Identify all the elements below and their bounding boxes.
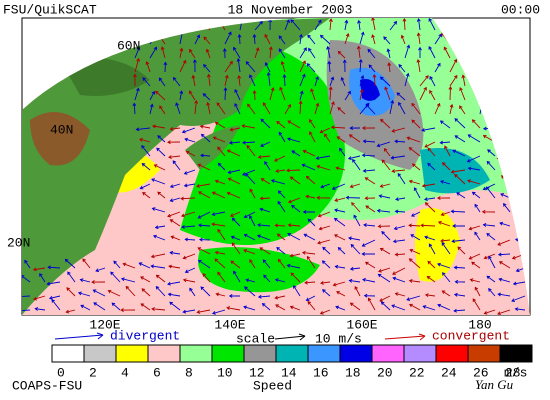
colorbar-tick-label: 18	[345, 365, 361, 380]
convergent-arrow	[385, 336, 425, 339]
colorbar-swatch	[84, 345, 116, 362]
colorbar-swatch	[148, 345, 180, 362]
colorbar-swatch	[180, 345, 212, 362]
arrow-head	[419, 334, 425, 340]
colorbar-swatch	[116, 345, 148, 362]
colorbar-tick-label: 24	[441, 365, 457, 380]
legend: divergent scale 10 m/s convergent	[55, 328, 510, 346]
colorbar-tick-label: 16	[313, 365, 329, 380]
footer-left: COAPS-FSU	[12, 378, 82, 393]
lon-label: 140E	[214, 317, 245, 332]
colorbar: 0246810121416182022242628m/sSpeed	[52, 345, 532, 393]
lat-label: 60N	[117, 38, 140, 53]
colorbar-tick-label: 10	[217, 365, 233, 380]
colorbar-tick-label: 22	[409, 365, 425, 380]
colorbar-swatch	[276, 345, 308, 362]
colorbar-swatch	[500, 345, 532, 362]
colorbar-tick-label: 20	[377, 365, 393, 380]
colorbar-swatch	[436, 345, 468, 362]
colorbar-swatch	[52, 345, 84, 362]
convergent-label: convergent	[432, 328, 510, 343]
lat-label: 40N	[50, 122, 73, 137]
header-time: 00:00	[501, 2, 540, 17]
colorbar-swatch	[468, 345, 500, 362]
colorbar-tick-label: 6	[153, 365, 161, 380]
colorbar-swatch	[308, 345, 340, 362]
header-left: FSU/QuikSCAT	[3, 2, 97, 17]
lon-label: 160E	[346, 317, 377, 332]
colorbar-swatch	[212, 345, 244, 362]
scale-label: scale	[236, 331, 275, 346]
colorbar-tick-label: 4	[121, 365, 129, 380]
divergent-arrow	[55, 335, 103, 339]
signature: Yan Gu	[475, 377, 514, 392]
arrow-head	[97, 333, 103, 339]
colorbar-tick-label: 8	[185, 365, 193, 380]
colorbar-swatch	[372, 345, 404, 362]
colorbar-swatch	[340, 345, 372, 362]
colorbar-swatch	[404, 345, 436, 362]
scale-arrow	[275, 336, 305, 339]
colorbar-tick-label: 2	[89, 365, 97, 380]
colorbar-label: Speed	[253, 378, 292, 393]
colorbar-swatch	[244, 345, 276, 362]
header-date: 18 November 2003	[228, 2, 353, 17]
lat-label: 20N	[7, 235, 30, 250]
divergent-label: divergent	[110, 328, 180, 343]
scale-value: 10 m/s	[315, 331, 362, 346]
